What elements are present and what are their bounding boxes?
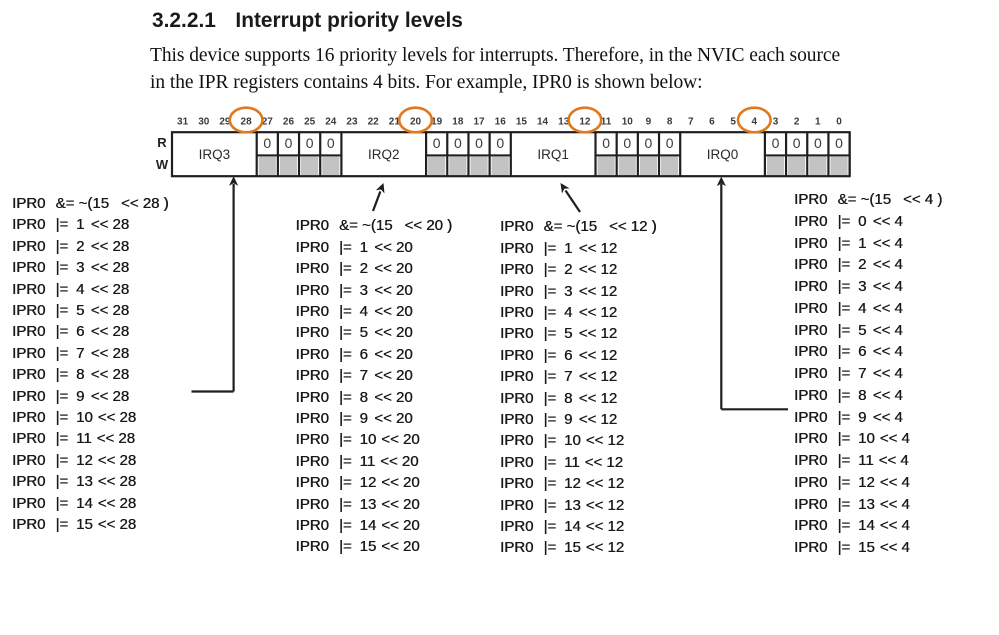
svg-text:13: 13 [558, 117, 570, 128]
svg-text:4: 4 [752, 117, 758, 128]
svg-text:0: 0 [327, 135, 335, 151]
svg-text:0: 0 [475, 135, 483, 151]
svg-text:5: 5 [730, 117, 736, 128]
svg-text:23: 23 [346, 117, 358, 128]
svg-text:IRQ0: IRQ0 [707, 147, 739, 162]
svg-text:15: 15 [516, 117, 528, 128]
svg-text:28: 28 [241, 117, 253, 128]
svg-text:0: 0 [835, 135, 843, 151]
svg-text:17: 17 [473, 117, 485, 128]
svg-text:0: 0 [285, 135, 293, 151]
svg-text:W: W [156, 157, 169, 172]
svg-text:0: 0 [772, 135, 780, 151]
svg-text:2: 2 [794, 117, 800, 128]
svg-text:14: 14 [537, 117, 549, 128]
svg-text:0: 0 [836, 117, 842, 128]
svg-text:0: 0 [306, 135, 314, 151]
svg-text:31: 31 [177, 117, 189, 128]
svg-text:26: 26 [283, 117, 295, 128]
svg-text:0: 0 [433, 135, 441, 151]
svg-text:IRQ3: IRQ3 [199, 147, 231, 162]
svg-text:0: 0 [666, 135, 674, 151]
svg-text:R: R [157, 135, 167, 150]
svg-text:11: 11 [601, 117, 612, 128]
svg-text:1: 1 [815, 117, 821, 128]
svg-text:25: 25 [304, 117, 316, 128]
svg-text:16: 16 [495, 117, 507, 128]
svg-text:0: 0 [454, 135, 462, 151]
svg-text:20: 20 [410, 117, 422, 128]
svg-text:0: 0 [263, 135, 271, 151]
svg-text:0: 0 [814, 135, 822, 151]
svg-text:12: 12 [579, 117, 591, 128]
svg-text:3: 3 [773, 117, 779, 128]
svg-text:8: 8 [667, 117, 673, 128]
svg-text:19: 19 [431, 117, 443, 128]
svg-text:0: 0 [645, 135, 653, 151]
svg-text:29: 29 [219, 117, 231, 128]
svg-text:IRQ2: IRQ2 [368, 147, 400, 162]
svg-text:0: 0 [623, 135, 631, 151]
svg-text:7: 7 [688, 117, 694, 128]
svg-text:0: 0 [793, 135, 801, 151]
svg-text:6: 6 [709, 117, 715, 128]
svg-text:0: 0 [602, 135, 610, 151]
svg-text:30: 30 [198, 117, 210, 128]
svg-text:27: 27 [262, 117, 274, 128]
svg-text:0: 0 [496, 135, 504, 151]
svg-text:9: 9 [646, 117, 652, 128]
svg-text:22: 22 [368, 117, 380, 128]
svg-text:18: 18 [452, 117, 464, 128]
svg-text:10: 10 [622, 117, 634, 128]
svg-text:IRQ1: IRQ1 [537, 147, 569, 162]
svg-text:21: 21 [389, 117, 401, 128]
svg-text:24: 24 [325, 117, 337, 128]
